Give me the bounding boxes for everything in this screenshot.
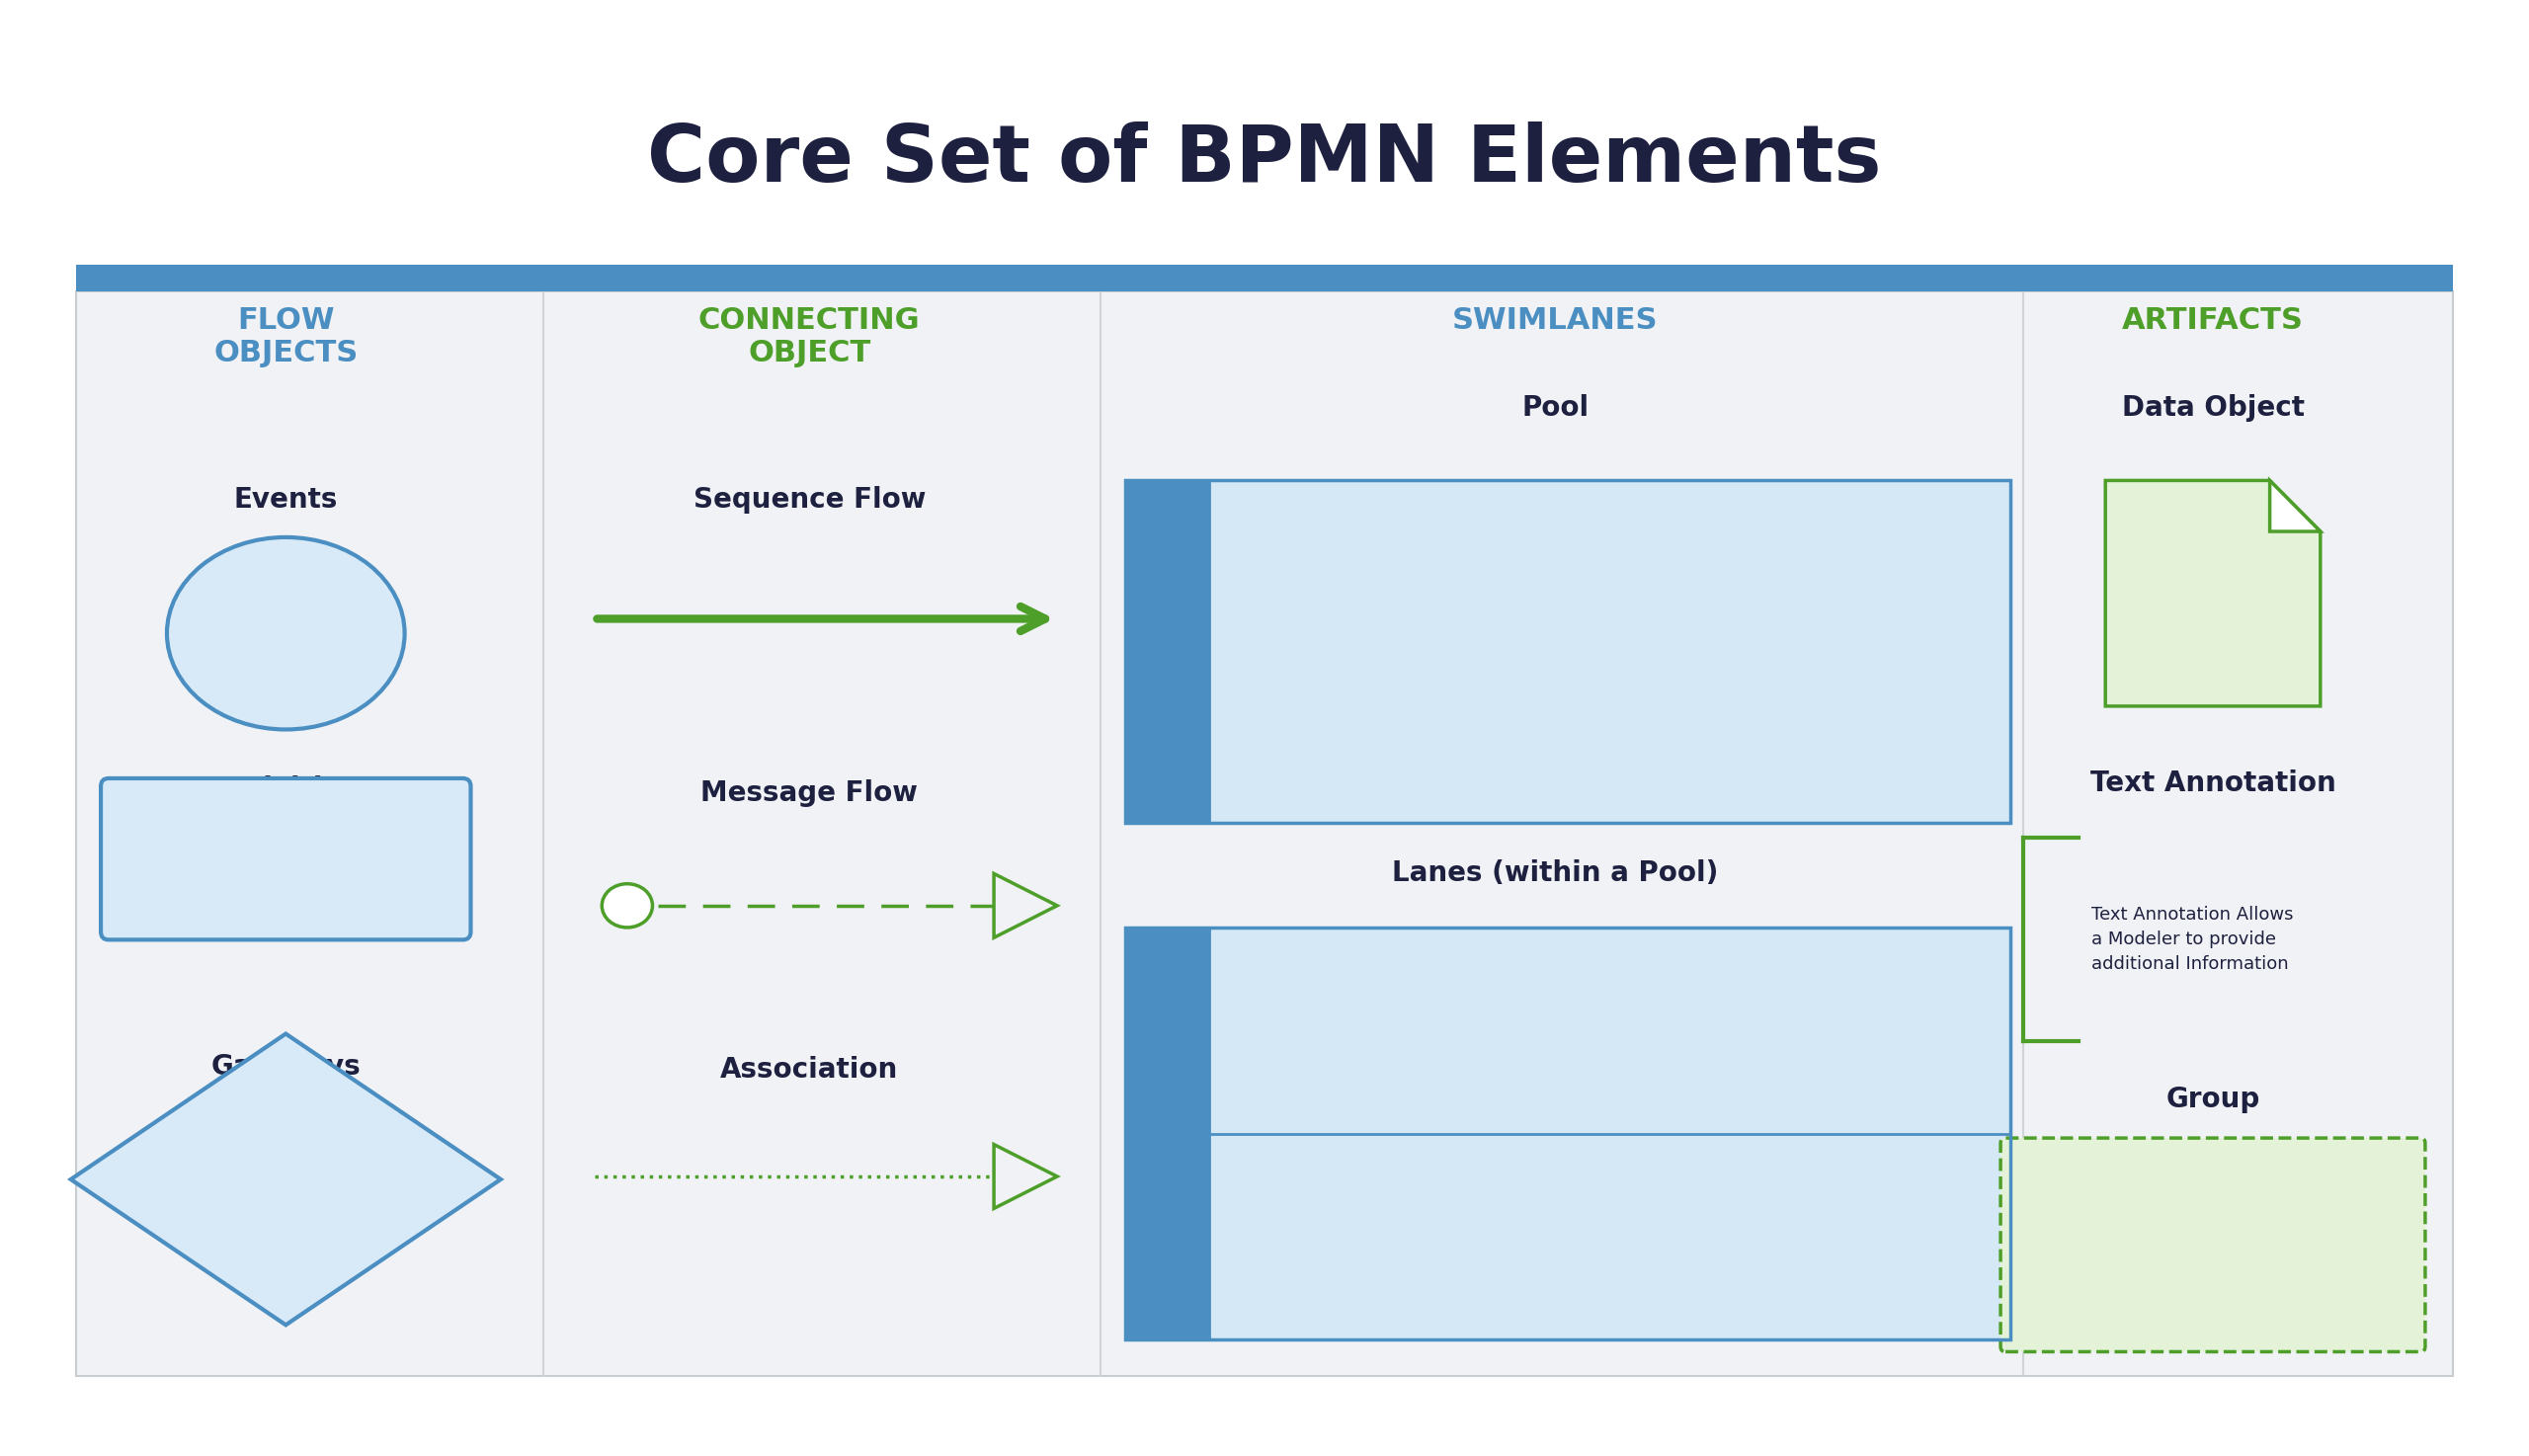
Text: Text Annotation: Text Annotation [2089,770,2337,796]
Text: SWIMLANES: SWIMLANES [1452,306,1659,335]
Text: Gateways: Gateways [210,1054,362,1080]
Bar [1125,927,1209,1340]
Polygon shape [2104,480,2322,706]
Text: CONNECTING
OBJECT: CONNECTING OBJECT [698,306,921,367]
FancyBboxPatch shape [2000,1139,2425,1351]
Text: Events: Events [233,486,339,513]
Bar [1125,927,2011,1340]
Text: Association: Association [721,1057,898,1083]
Bar [1125,480,1209,823]
Text: ARTIFACTS: ARTIFACTS [2122,306,2304,335]
Polygon shape [994,1144,1057,1208]
Text: Activities: Activities [212,776,359,802]
Bar [1209,927,2011,1340]
Bar [1125,480,2011,823]
Text: Group: Group [2165,1086,2261,1112]
Polygon shape [2271,480,2322,531]
Text: Lanes (within a Pool): Lanes (within a Pool) [1391,860,1720,887]
Bar [1209,480,2011,823]
Bar [76,265,2453,291]
Text: Core Set of BPMN Elements: Core Set of BPMN Elements [647,122,1882,198]
Ellipse shape [602,884,652,927]
FancyBboxPatch shape [101,779,470,939]
Text: Text Annotation Allows
a Modeler to provide
additional Information: Text Annotation Allows a Modeler to prov… [2091,906,2294,973]
Polygon shape [71,1034,501,1325]
Text: Sequence Flow: Sequence Flow [693,486,926,513]
Text: Pool: Pool [1522,395,1588,421]
Ellipse shape [167,537,405,729]
Text: Message Flow: Message Flow [701,780,918,807]
FancyBboxPatch shape [76,291,2453,1376]
Text: FLOW
OBJECTS: FLOW OBJECTS [212,306,359,367]
Text: Data Object: Data Object [2122,395,2304,421]
Polygon shape [994,874,1057,938]
